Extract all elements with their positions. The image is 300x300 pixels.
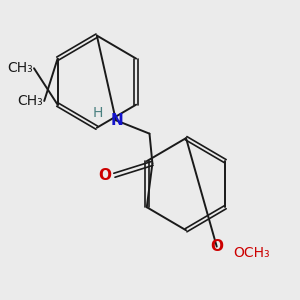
Text: CH₃: CH₃ [7, 61, 32, 75]
Text: O: O [98, 168, 112, 183]
Text: O: O [210, 239, 223, 254]
Text: OCH₃: OCH₃ [233, 245, 269, 260]
Text: N: N [111, 113, 124, 128]
Text: CH₃: CH₃ [17, 94, 43, 108]
Text: H: H [92, 106, 103, 120]
